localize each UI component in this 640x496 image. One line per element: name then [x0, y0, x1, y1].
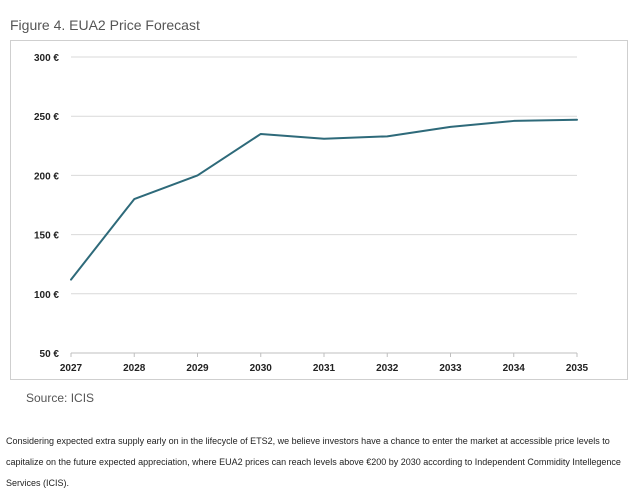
- figure-title: Figure 4. EUA2 Price Forecast: [10, 17, 200, 33]
- y-tick-label: 100 €: [34, 290, 59, 301]
- line-chart: 50 €100 €150 €200 €250 €300 € 2027 2028 20…: [34, 53, 589, 374]
- chart-frame: 50 €100 €150 €200 €250 €300 € 2027 2028 20…: [10, 40, 628, 380]
- y-tick-label: 300 €: [34, 53, 59, 64]
- y-tick-label: 200 €: [34, 171, 59, 182]
- y-tick-label: 50 €: [40, 349, 60, 360]
- x-tick-label: 2028: [123, 363, 146, 374]
- x-tick-label: 2033: [439, 363, 462, 374]
- x-tick-label: 2029: [186, 363, 209, 374]
- x-tick-label: 2031: [313, 363, 336, 374]
- gridlines: [71, 56, 577, 354]
- x-tick-label: 2035: [566, 363, 589, 374]
- y-tick-label: 250 €: [34, 112, 59, 123]
- x-tick-label: 2032: [376, 363, 399, 374]
- x-axis-ticks: 2027 2028 2029 2030 2031 2032 2033 2034 2035: [60, 353, 589, 374]
- x-tick-label: 2027: [60, 363, 83, 374]
- y-axis-ticks: 50 € 100 € 150 € 200 € 250 € 300 €: [34, 53, 59, 360]
- x-tick-label: 2030: [250, 363, 273, 374]
- series-line: [70, 118, 578, 281]
- x-tick-label: 2034: [503, 363, 526, 374]
- source-note: Source: ICIS: [26, 391, 95, 405]
- body-paragraph: Considering expected extra supply early …: [6, 436, 621, 488]
- series-layer: [70, 118, 578, 281]
- y-tick-label: 150 €: [34, 231, 59, 242]
